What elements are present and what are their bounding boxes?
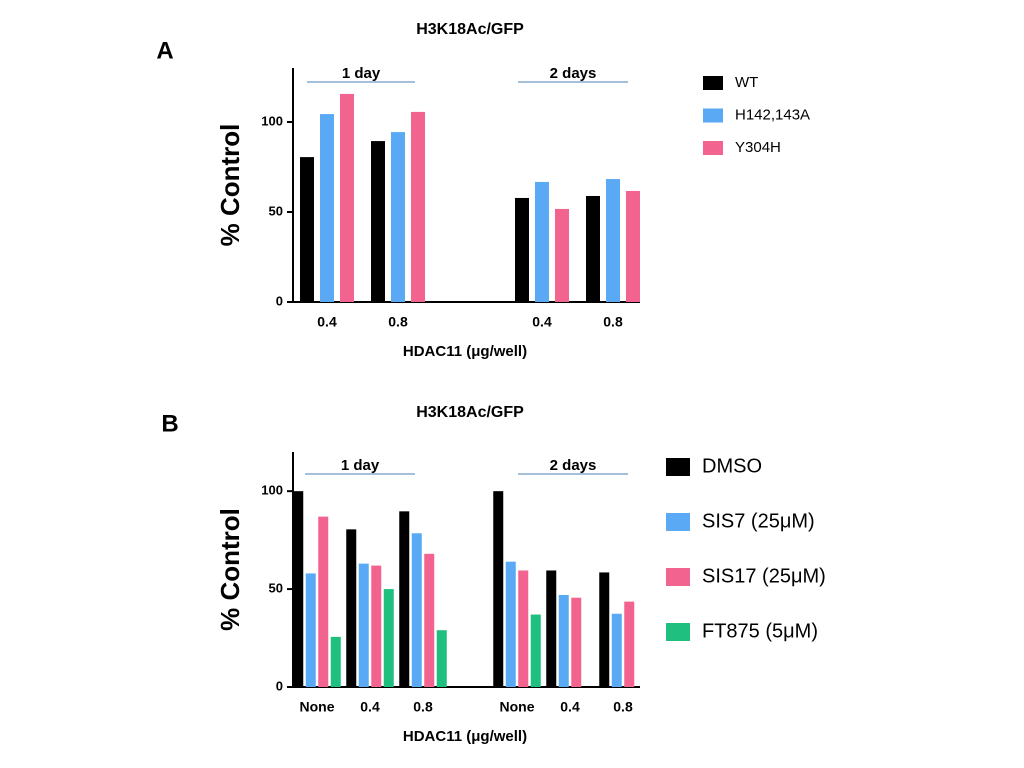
y-axis-label: % Control [215, 508, 245, 631]
bar [518, 570, 529, 687]
legend-label: FT875 (5μM) [702, 620, 818, 642]
bar [586, 195, 600, 302]
x-tick-label: 0.8 [413, 699, 433, 715]
legend-label: H142,143A [735, 106, 810, 123]
bar [371, 141, 385, 302]
legend-label: Y304H [735, 139, 781, 156]
bar [493, 491, 504, 687]
bar [624, 601, 635, 687]
chart-title: H3K18Ac/GFP [416, 21, 524, 38]
bar [424, 553, 435, 687]
chart-title: H3K18Ac/GFP [416, 404, 524, 421]
panel-label: A [156, 37, 173, 64]
x-tick-label: 0.8 [613, 699, 633, 715]
legend-swatch [703, 108, 723, 123]
y-tick-label: 0 [276, 678, 283, 693]
x-tick-label: None [500, 699, 535, 715]
bar [546, 570, 557, 687]
bar [515, 197, 529, 302]
bar [293, 491, 304, 687]
bar [346, 529, 357, 687]
group-label: 2 days [550, 65, 597, 82]
bar [358, 563, 369, 687]
bar [530, 614, 541, 687]
legend-label: SIS17 (25μM) [702, 565, 826, 587]
panel-label: B [161, 410, 178, 437]
bar [558, 594, 569, 687]
y-tick-label: 100 [261, 483, 283, 498]
legend-label: SIS7 (25μM) [702, 510, 815, 532]
legend-swatch [666, 568, 690, 586]
bar [606, 179, 620, 302]
x-tick-label: None [300, 699, 335, 715]
bar [535, 181, 549, 302]
x-axis-label: HDAC11 (μg/well) [403, 728, 527, 745]
bar [411, 533, 422, 687]
bar [300, 157, 314, 302]
bar [411, 111, 425, 302]
x-tick-label: 0.8 [388, 314, 408, 330]
legend-swatch [703, 141, 723, 155]
bar [383, 589, 394, 687]
bar [555, 208, 569, 302]
bar [340, 93, 354, 302]
bar [399, 511, 410, 687]
y-tick-label: 0 [276, 293, 283, 308]
y-tick-label: 50 [269, 203, 283, 218]
group-label: 1 day [342, 65, 381, 82]
x-tick-label: 0.4 [360, 699, 380, 715]
x-tick-label: 0.4 [532, 314, 552, 330]
legend-swatch [666, 513, 690, 531]
legend-label: WT [735, 74, 758, 91]
legend-label: DMSO [702, 455, 762, 477]
bar [599, 572, 610, 687]
bar [320, 114, 334, 302]
bar [505, 561, 516, 687]
bar [318, 516, 329, 687]
x-tick-label: 0.8 [603, 314, 623, 330]
bar [626, 190, 640, 302]
bar [611, 613, 622, 687]
bar [391, 132, 405, 302]
x-axis-label: HDAC11 (μg/well) [403, 343, 527, 360]
legend-swatch [666, 458, 690, 476]
legend-swatch [703, 76, 723, 90]
legend-swatch [666, 623, 690, 641]
bar [330, 636, 341, 687]
bar [305, 573, 316, 687]
x-tick-label: 0.4 [560, 699, 580, 715]
y-tick-label: 50 [269, 581, 283, 596]
bar [571, 597, 582, 687]
y-axis-label: % Control [215, 124, 245, 247]
group-label: 2 days [550, 457, 597, 474]
group-label: 1 day [341, 457, 380, 474]
bar [436, 630, 447, 687]
y-tick-label: 100 [261, 113, 283, 128]
x-tick-label: 0.4 [317, 314, 337, 330]
bar [371, 565, 382, 687]
